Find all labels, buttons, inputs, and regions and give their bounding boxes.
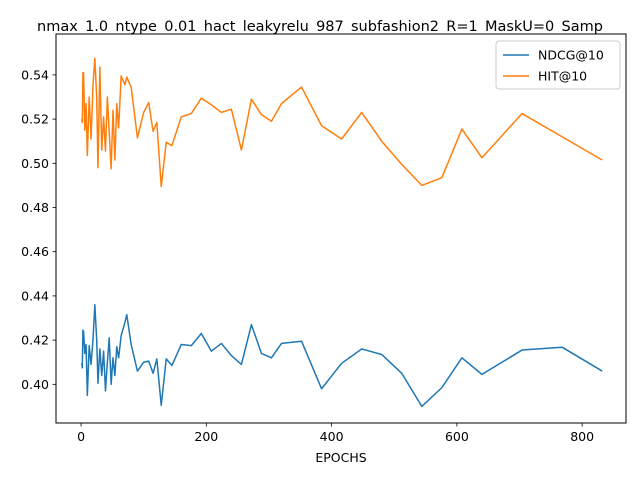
series-line-ndcg-10 bbox=[80, 304, 603, 408]
y-tick-label: 0.50 bbox=[21, 156, 49, 171]
series-line-hit-10 bbox=[80, 57, 603, 188]
chart-title: nmax_1.0_ntype_0.01_hact_leakyrelu_987_s… bbox=[37, 19, 603, 35]
legend-label: HIT@10 bbox=[538, 69, 587, 84]
legend: NDCG@10 HIT@10 bbox=[495, 40, 621, 90]
y-tick-label: 0.40 bbox=[21, 377, 49, 392]
y-tick-label: 0.54 bbox=[21, 67, 49, 82]
x-tick-label: 200 bbox=[194, 429, 218, 444]
y-axis: 0.40 0.42 0.44 0.46 0.48 0.50 0.52 0.54 bbox=[21, 67, 56, 392]
plot-frame bbox=[55, 33, 627, 424]
x-tick-label: 600 bbox=[445, 429, 469, 444]
y-tick-label: 0.52 bbox=[21, 112, 49, 127]
x-axis: 0 200 400 600 800 bbox=[77, 423, 594, 444]
y-tick-label: 0.42 bbox=[21, 333, 49, 348]
legend-box bbox=[495, 40, 621, 90]
x-tick-label: 800 bbox=[570, 429, 594, 444]
y-tick-label: 0.48 bbox=[21, 200, 49, 215]
y-tick-label: 0.46 bbox=[21, 244, 49, 259]
x-tick-label: 400 bbox=[320, 429, 344, 444]
y-tick-label: 0.44 bbox=[21, 288, 49, 303]
series-layer bbox=[80, 57, 603, 408]
x-axis-label: EPOCHS bbox=[315, 450, 366, 465]
legend-label: NDCG@10 bbox=[538, 48, 604, 63]
x-tick-label: 0 bbox=[77, 429, 85, 444]
